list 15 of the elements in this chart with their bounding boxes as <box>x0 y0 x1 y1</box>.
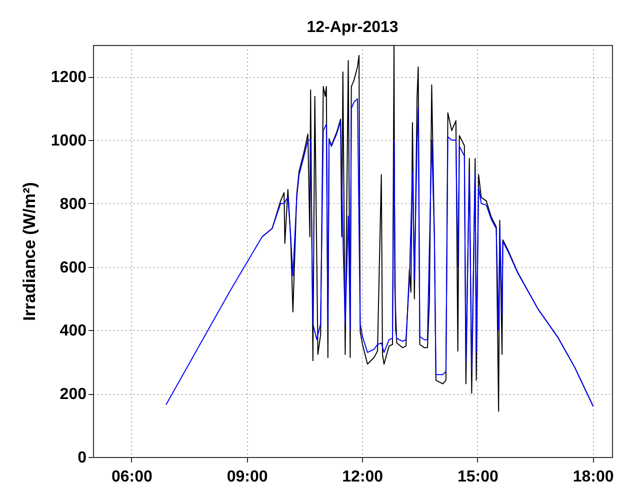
x-tick-label: 12:00 <box>342 468 384 486</box>
y-axis-title: Irradiance (W/m²) <box>20 182 39 321</box>
y-tick-label: 1200 <box>50 69 87 86</box>
line-series <box>166 98 594 407</box>
y-tick-label: 800 <box>60 196 87 213</box>
x-tick-label: 18:00 <box>572 468 614 486</box>
x-tick-label: 06:00 <box>111 468 153 486</box>
y-tick-label: 0 <box>78 450 87 466</box>
chart-title: 12-Apr-2013 <box>306 19 398 36</box>
y-tick-label: 1000 <box>50 132 87 150</box>
y-tick-label: 200 <box>60 386 87 404</box>
x-tick-label: 15:00 <box>457 468 499 486</box>
y-tick-label: 400 <box>60 322 87 340</box>
y-tick-label: 600 <box>60 259 87 276</box>
x-tick-label: 09:00 <box>226 468 268 486</box>
